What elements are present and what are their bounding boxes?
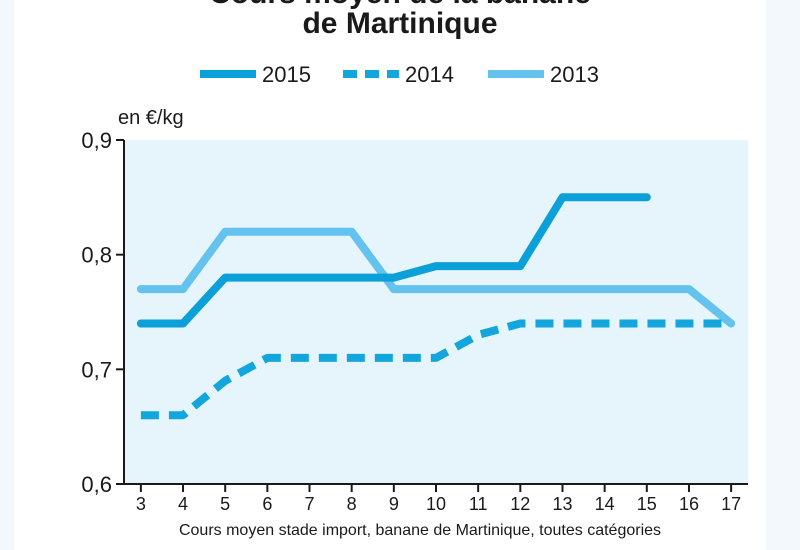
series-line-2015 bbox=[136, 193, 651, 328]
x-tick-label: 7 bbox=[305, 494, 315, 514]
y-axis-label: en €/kg bbox=[118, 107, 184, 129]
x-tick-label: 4 bbox=[178, 494, 188, 514]
series-line-2013 bbox=[136, 227, 736, 328]
x-tick-label: 5 bbox=[220, 494, 230, 514]
y-tick-label: 0,6 bbox=[81, 472, 112, 497]
x-tick-label: 12 bbox=[510, 494, 530, 514]
x-tick-label: 13 bbox=[552, 494, 572, 514]
y-tick-label: 0,7 bbox=[81, 357, 112, 382]
legend-label-2014: 2014 bbox=[405, 62, 454, 87]
x-tick-label: 6 bbox=[262, 494, 272, 514]
chart-title: de Martinique bbox=[302, 7, 498, 40]
x-tick-label: 3 bbox=[136, 494, 146, 514]
x-tick-label: 9 bbox=[389, 494, 399, 514]
x-tick-label: 8 bbox=[347, 494, 357, 514]
x-tick-label: 15 bbox=[637, 494, 657, 514]
x-tick-label: 10 bbox=[426, 494, 446, 514]
x-tick-label: 17 bbox=[721, 494, 741, 514]
plot-area bbox=[124, 140, 748, 484]
series-line-2014 bbox=[140, 319, 732, 420]
legend-label-2015: 2015 bbox=[262, 62, 311, 87]
y-tick-label: 0,8 bbox=[81, 243, 112, 268]
x-tick-label: 11 bbox=[469, 494, 488, 514]
x-tick-label: 16 bbox=[679, 494, 699, 514]
legend-label-2013: 2013 bbox=[550, 62, 599, 87]
chart-title-top-partial: Cours moyen de la banane bbox=[0, 0, 800, 14]
y-tick-label: 0,9 bbox=[81, 128, 112, 153]
x-tick-label: 14 bbox=[595, 494, 615, 514]
chart-caption: Cours moyen stade import, banane de Mart… bbox=[178, 522, 662, 539]
